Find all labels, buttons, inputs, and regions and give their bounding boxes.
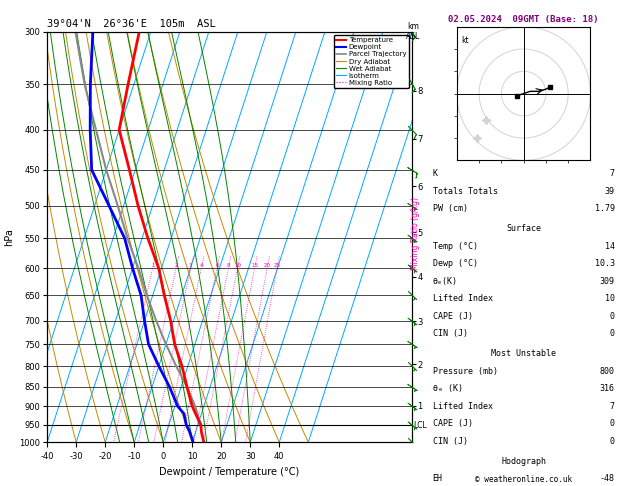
- Text: 1: 1: [151, 263, 154, 268]
- Text: CIN (J): CIN (J): [433, 437, 467, 446]
- Legend: Temperature, Dewpoint, Parcel Trajectory, Dry Adiabat, Wet Adiabat, Isotherm, Mi: Temperature, Dewpoint, Parcel Trajectory…: [333, 35, 408, 88]
- Text: 20: 20: [264, 263, 270, 268]
- Text: Most Unstable: Most Unstable: [491, 349, 556, 358]
- Text: 15: 15: [251, 263, 258, 268]
- Text: 0: 0: [610, 419, 615, 428]
- Text: CAPE (J): CAPE (J): [433, 419, 472, 428]
- Text: 7: 7: [610, 170, 615, 178]
- X-axis label: Dewpoint / Temperature (°C): Dewpoint / Temperature (°C): [160, 467, 299, 477]
- Text: K: K: [433, 170, 438, 178]
- Text: 1.79: 1.79: [595, 205, 615, 213]
- Text: 8: 8: [226, 263, 230, 268]
- Text: Totals Totals: Totals Totals: [433, 187, 498, 196]
- Y-axis label: hPa: hPa: [4, 228, 14, 246]
- Text: 10: 10: [605, 295, 615, 303]
- Text: 39: 39: [605, 187, 615, 196]
- Text: 309: 309: [600, 277, 615, 286]
- Text: 14: 14: [605, 242, 615, 251]
- Text: 02.05.2024  09GMT (Base: 18): 02.05.2024 09GMT (Base: 18): [448, 15, 599, 24]
- Text: Lifted Index: Lifted Index: [433, 402, 493, 411]
- Text: -48: -48: [600, 474, 615, 483]
- Text: 0: 0: [610, 330, 615, 338]
- Text: 800: 800: [600, 367, 615, 376]
- Text: kt: kt: [461, 35, 469, 45]
- Text: Mixing Ratio (g/kg): Mixing Ratio (g/kg): [411, 197, 420, 270]
- Text: Dewp (°C): Dewp (°C): [433, 260, 477, 268]
- Text: 0: 0: [610, 312, 615, 321]
- Text: θₑ (K): θₑ (K): [433, 384, 462, 393]
- Text: km
ASL: km ASL: [406, 22, 420, 40]
- Text: 4: 4: [199, 263, 203, 268]
- Text: Lifted Index: Lifted Index: [433, 295, 493, 303]
- Text: 10.3: 10.3: [595, 260, 615, 268]
- Text: Temp (°C): Temp (°C): [433, 242, 477, 251]
- Text: 2: 2: [174, 263, 178, 268]
- Text: © weatheronline.co.uk: © weatheronline.co.uk: [475, 474, 572, 484]
- Text: 316: 316: [600, 384, 615, 393]
- Text: 6: 6: [215, 263, 219, 268]
- Text: 7: 7: [610, 402, 615, 411]
- Text: Pressure (mb): Pressure (mb): [433, 367, 498, 376]
- Text: CAPE (J): CAPE (J): [433, 312, 472, 321]
- Text: PW (cm): PW (cm): [433, 205, 467, 213]
- Text: EH: EH: [433, 474, 442, 483]
- Text: 25: 25: [274, 263, 281, 268]
- Text: 39°04'N  26°36'E  105m  ASL: 39°04'N 26°36'E 105m ASL: [47, 19, 216, 30]
- Text: θₑ(K): θₑ(K): [433, 277, 457, 286]
- Text: LCL: LCL: [413, 421, 426, 430]
- Text: Hodograph: Hodograph: [501, 457, 546, 466]
- Text: 0: 0: [610, 437, 615, 446]
- Text: 3: 3: [189, 263, 192, 268]
- Text: Surface: Surface: [506, 225, 541, 233]
- Text: CIN (J): CIN (J): [433, 330, 467, 338]
- Text: 10: 10: [234, 263, 241, 268]
